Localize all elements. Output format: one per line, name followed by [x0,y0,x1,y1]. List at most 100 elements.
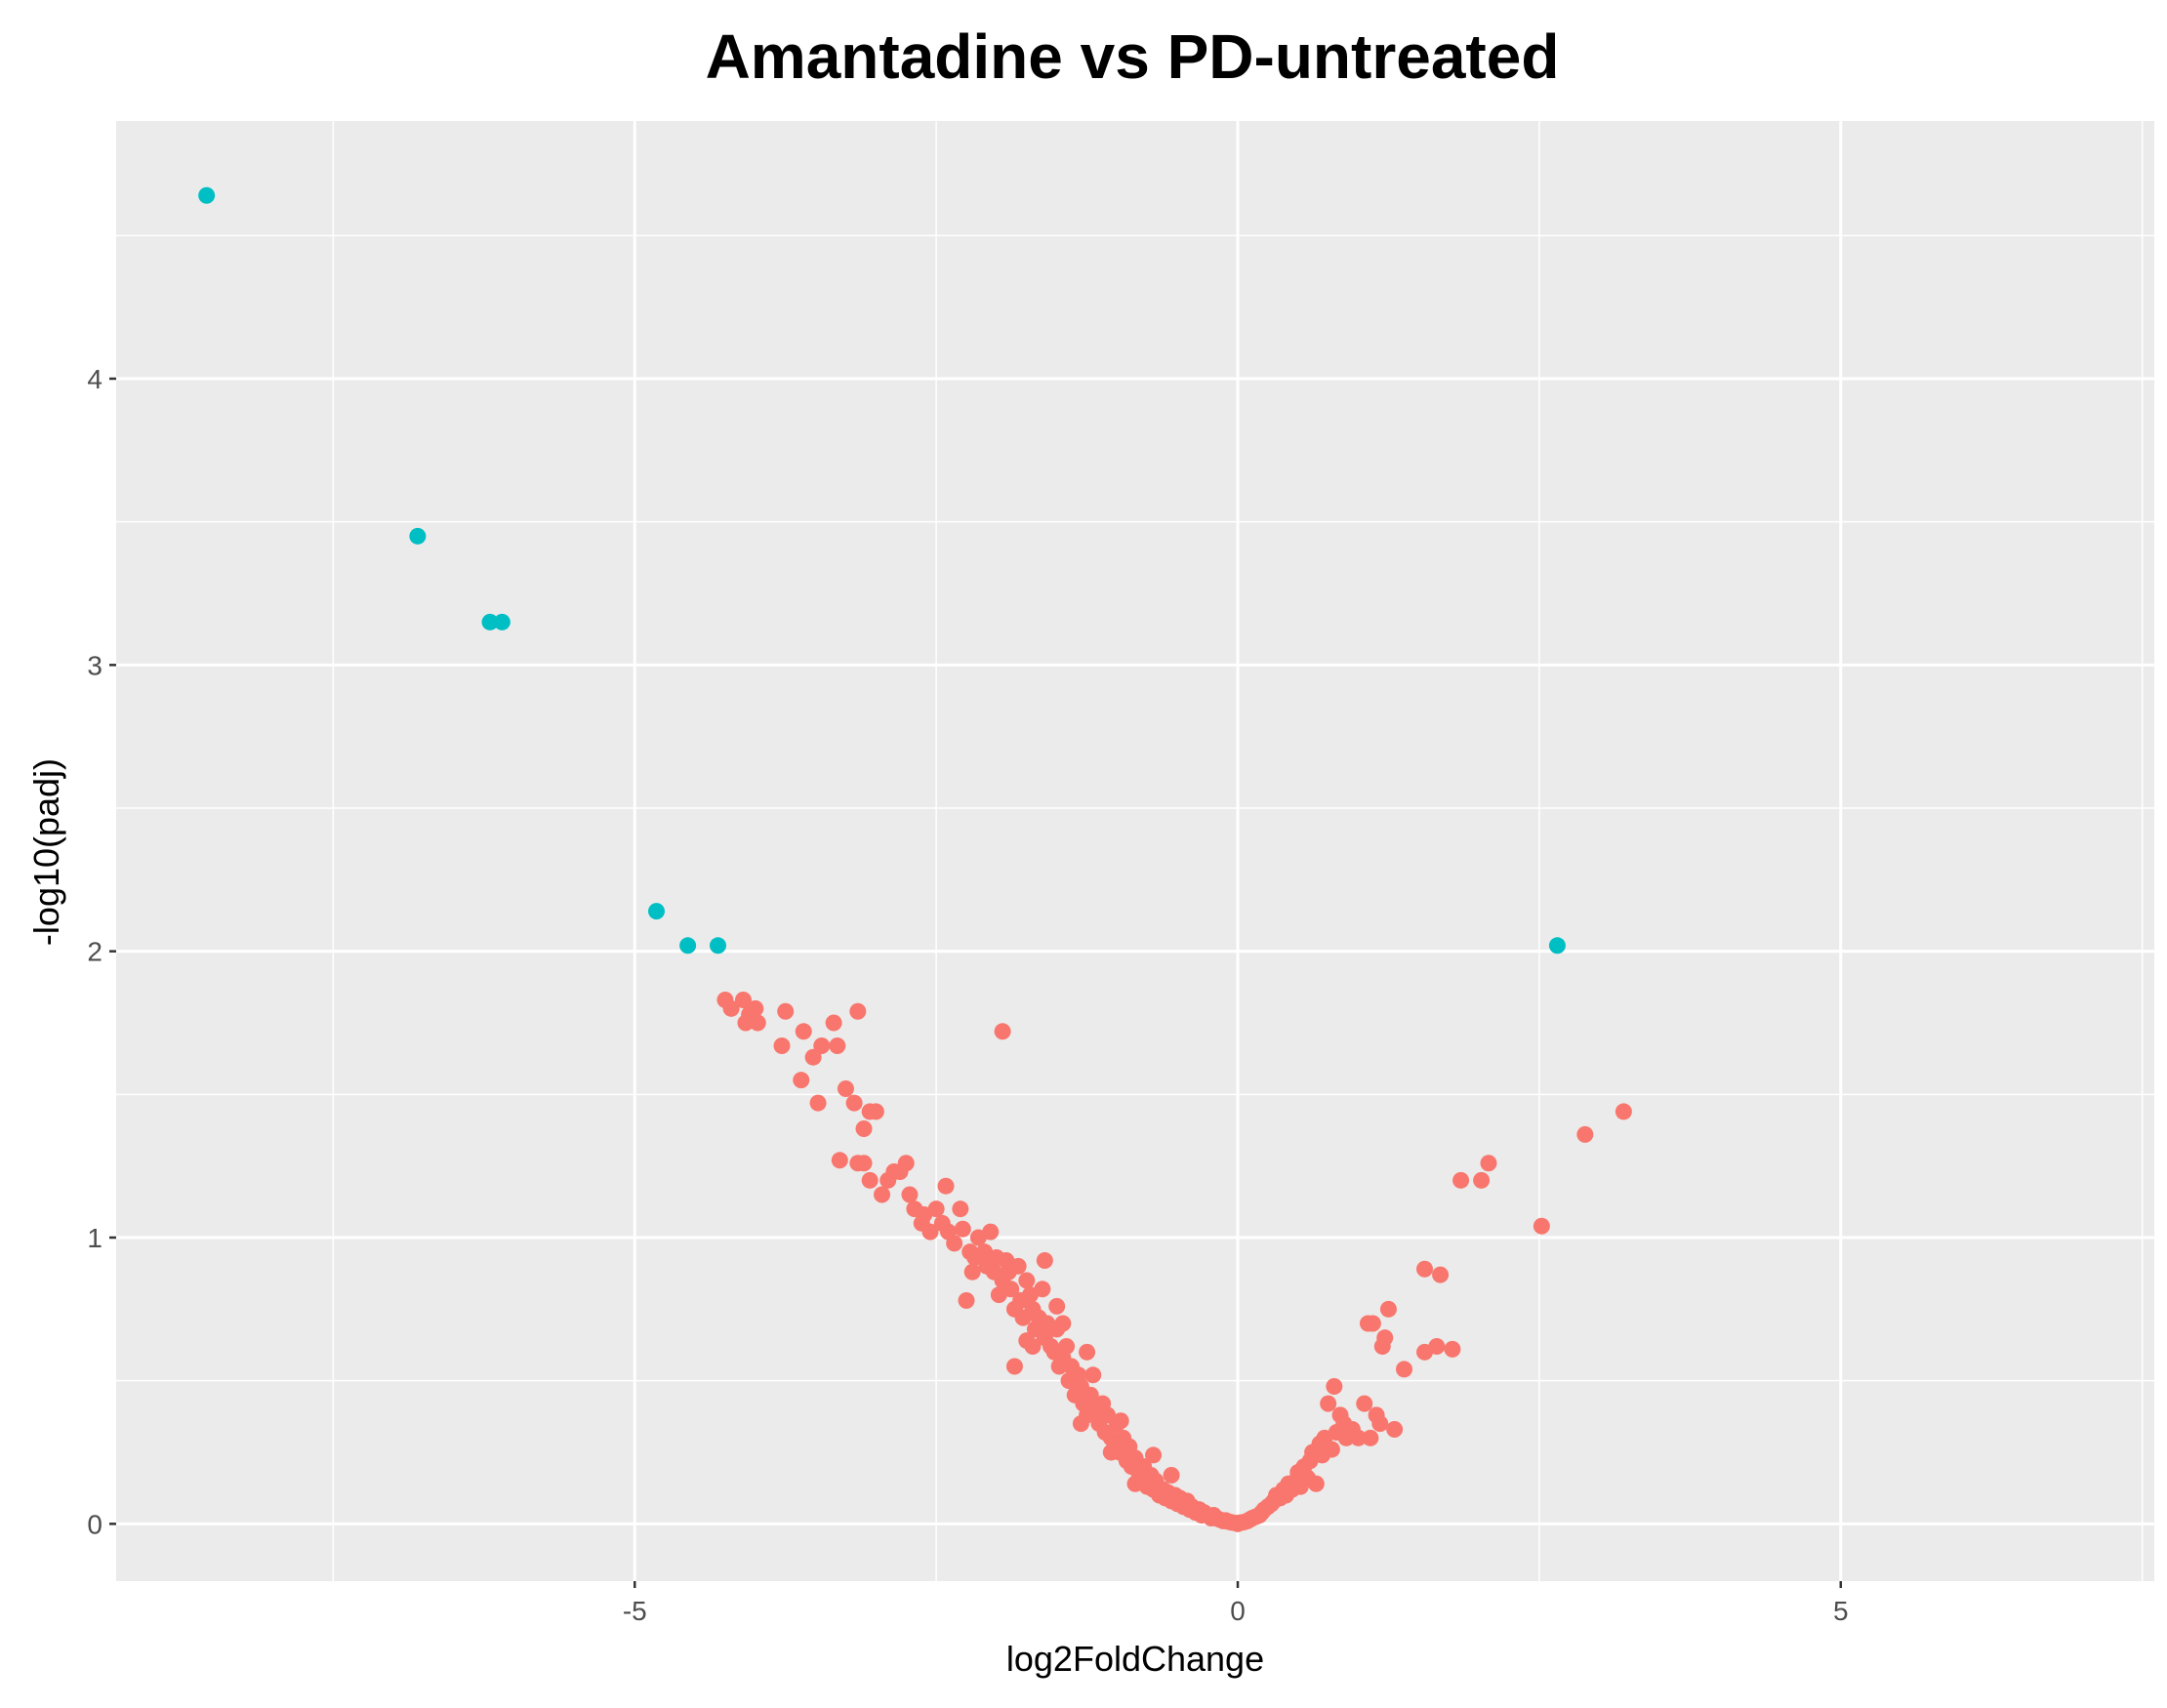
data-point [1452,1171,1470,1189]
data-point [1615,1103,1632,1120]
data-point [747,999,764,1017]
data-point [897,1155,915,1172]
data-point [1533,1217,1550,1235]
data-point [1018,1332,1036,1350]
data-point [1416,1260,1434,1278]
data-point [1356,1395,1373,1412]
chart-title: Amantadine vs PD-untreated [706,21,1560,92]
y-axis-title: -log10(padj) [26,758,66,946]
y-tick-label: 1 [87,1223,102,1253]
data-point [1084,1366,1102,1384]
data-point [1163,1466,1180,1484]
data-point [849,1002,867,1020]
data-point [901,1186,919,1203]
data-point [867,1103,884,1120]
data-point [982,1223,1000,1240]
data-point [855,1155,873,1172]
y-tick-label: 0 [87,1509,102,1539]
data-point [1126,1475,1144,1492]
data-point [1376,1329,1394,1347]
data-point [1362,1429,1379,1446]
data-point [1323,1441,1340,1458]
data-point [1444,1340,1461,1358]
y-tick-label: 2 [87,937,102,967]
data-point [1009,1257,1027,1275]
data-point [831,1152,848,1169]
data-point [1371,1415,1389,1433]
data-point [1048,1297,1066,1315]
data-point [409,527,427,545]
data-point [813,1037,831,1054]
data-point [198,186,216,204]
data-point [946,1235,963,1252]
data-point [1350,1429,1368,1446]
data-point [1473,1171,1491,1189]
data-point [1396,1361,1413,1378]
data-point [829,1037,846,1054]
x-axis-title: log2FoldChange [1006,1639,1264,1679]
data-point [1054,1315,1072,1332]
data-point [855,1120,873,1138]
data-point [937,1177,955,1195]
data-point [1018,1272,1036,1289]
data-point [952,1200,969,1218]
data-point [994,1023,1011,1040]
data-point [845,1094,863,1112]
data-point [837,1079,854,1097]
data-point [874,1186,891,1203]
data-point [804,1048,822,1066]
data-point [795,1023,812,1040]
y-axis: 0 1 2 3 4 [87,364,116,1539]
data-point [1326,1378,1343,1396]
y-tick-label: 4 [87,364,102,394]
data-point [1480,1155,1497,1172]
major-gridlines [116,121,2154,1581]
x-tick-label: 0 [1230,1596,1246,1626]
data-point [1548,937,1566,955]
data-point [861,1171,879,1189]
data-point [1320,1395,1337,1412]
data-point [1102,1444,1120,1461]
data-point [1005,1358,1023,1375]
data-point [1112,1412,1129,1430]
x-tick-label: -5 [623,1596,647,1626]
data-point [1079,1343,1096,1361]
data-point [749,1014,766,1032]
data-point [1428,1337,1446,1355]
data-point [737,1014,755,1032]
data-point [927,1200,945,1218]
x-tick-label: 5 [1833,1596,1849,1626]
data-point [1379,1300,1397,1318]
minor-gridlines [116,121,2154,1581]
data-point [481,613,499,630]
data-point [1432,1266,1450,1283]
data-point [1307,1475,1325,1492]
data-point [722,999,740,1017]
data-point [773,1037,791,1054]
data-point [1034,1281,1051,1298]
data-point [1036,1251,1053,1269]
data-point [679,937,697,955]
data-point [921,1223,939,1240]
data-point [954,1220,971,1238]
data-point [493,613,511,630]
data-point [1058,1337,1076,1355]
data-point [1386,1421,1404,1439]
data-point [734,992,752,1009]
data-point [793,1072,810,1089]
data-point [1002,1281,1020,1298]
data-point [1082,1386,1099,1403]
data-point [1576,1125,1594,1143]
data-point [1364,1315,1381,1332]
data-point [1072,1415,1089,1433]
data-point [809,1094,827,1112]
data-point [710,937,727,955]
data-point [1145,1446,1163,1464]
plot-panel [116,121,2154,1581]
data-point [963,1263,981,1281]
data-point [777,1002,795,1020]
data-point [648,903,666,920]
data-point [958,1292,975,1310]
x-axis: -5 0 5 [623,1581,1849,1626]
